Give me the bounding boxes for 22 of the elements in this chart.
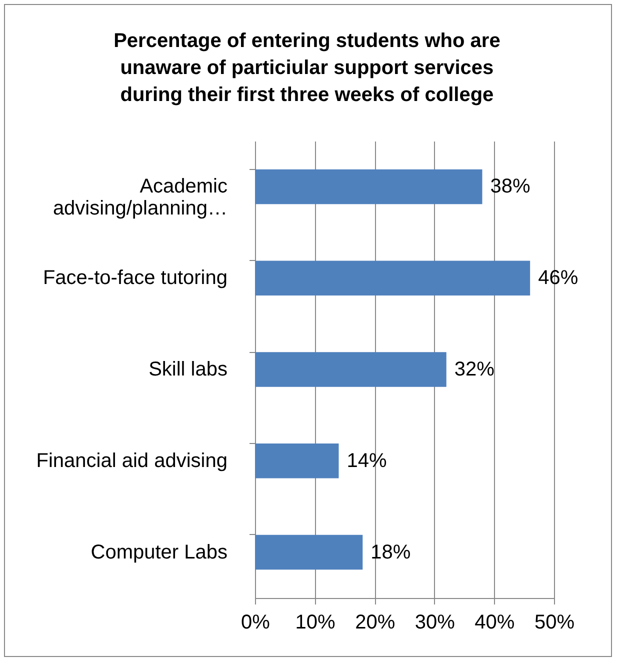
data-label: 46%: [538, 267, 578, 290]
data-label: 32%: [454, 358, 495, 380]
y-tick-label: Financial aid advising: [36, 450, 228, 472]
bar: [255, 169, 482, 204]
bar: [255, 260, 530, 296]
y-tick-label: Face-to-face tutoring: [42, 267, 228, 290]
bar: [255, 352, 446, 387]
chart-title: Percentage of entering students who are unaware of particiular support services during their first three weeks of college: [114, 30, 500, 106]
x-tick-label: 0%: [241, 612, 270, 634]
x-tick-label: 20%: [355, 612, 396, 634]
x-tick-label: 10%: [295, 612, 336, 634]
y-tick-label: Academic advising/planning…: [52, 176, 228, 220]
bar: [255, 444, 339, 478]
data-label: 18%: [370, 541, 411, 564]
x-tick-label: 50%: [534, 612, 575, 634]
y-tick-label: Computer Labs: [90, 541, 228, 564]
data-label: 38%: [490, 176, 530, 198]
data-label: 14%: [346, 450, 387, 472]
y-tick-label: Skill labs: [148, 358, 228, 380]
x-tick-label: 40%: [474, 612, 515, 634]
bar: [255, 534, 363, 570]
x-tick-label: 30%: [414, 612, 456, 634]
